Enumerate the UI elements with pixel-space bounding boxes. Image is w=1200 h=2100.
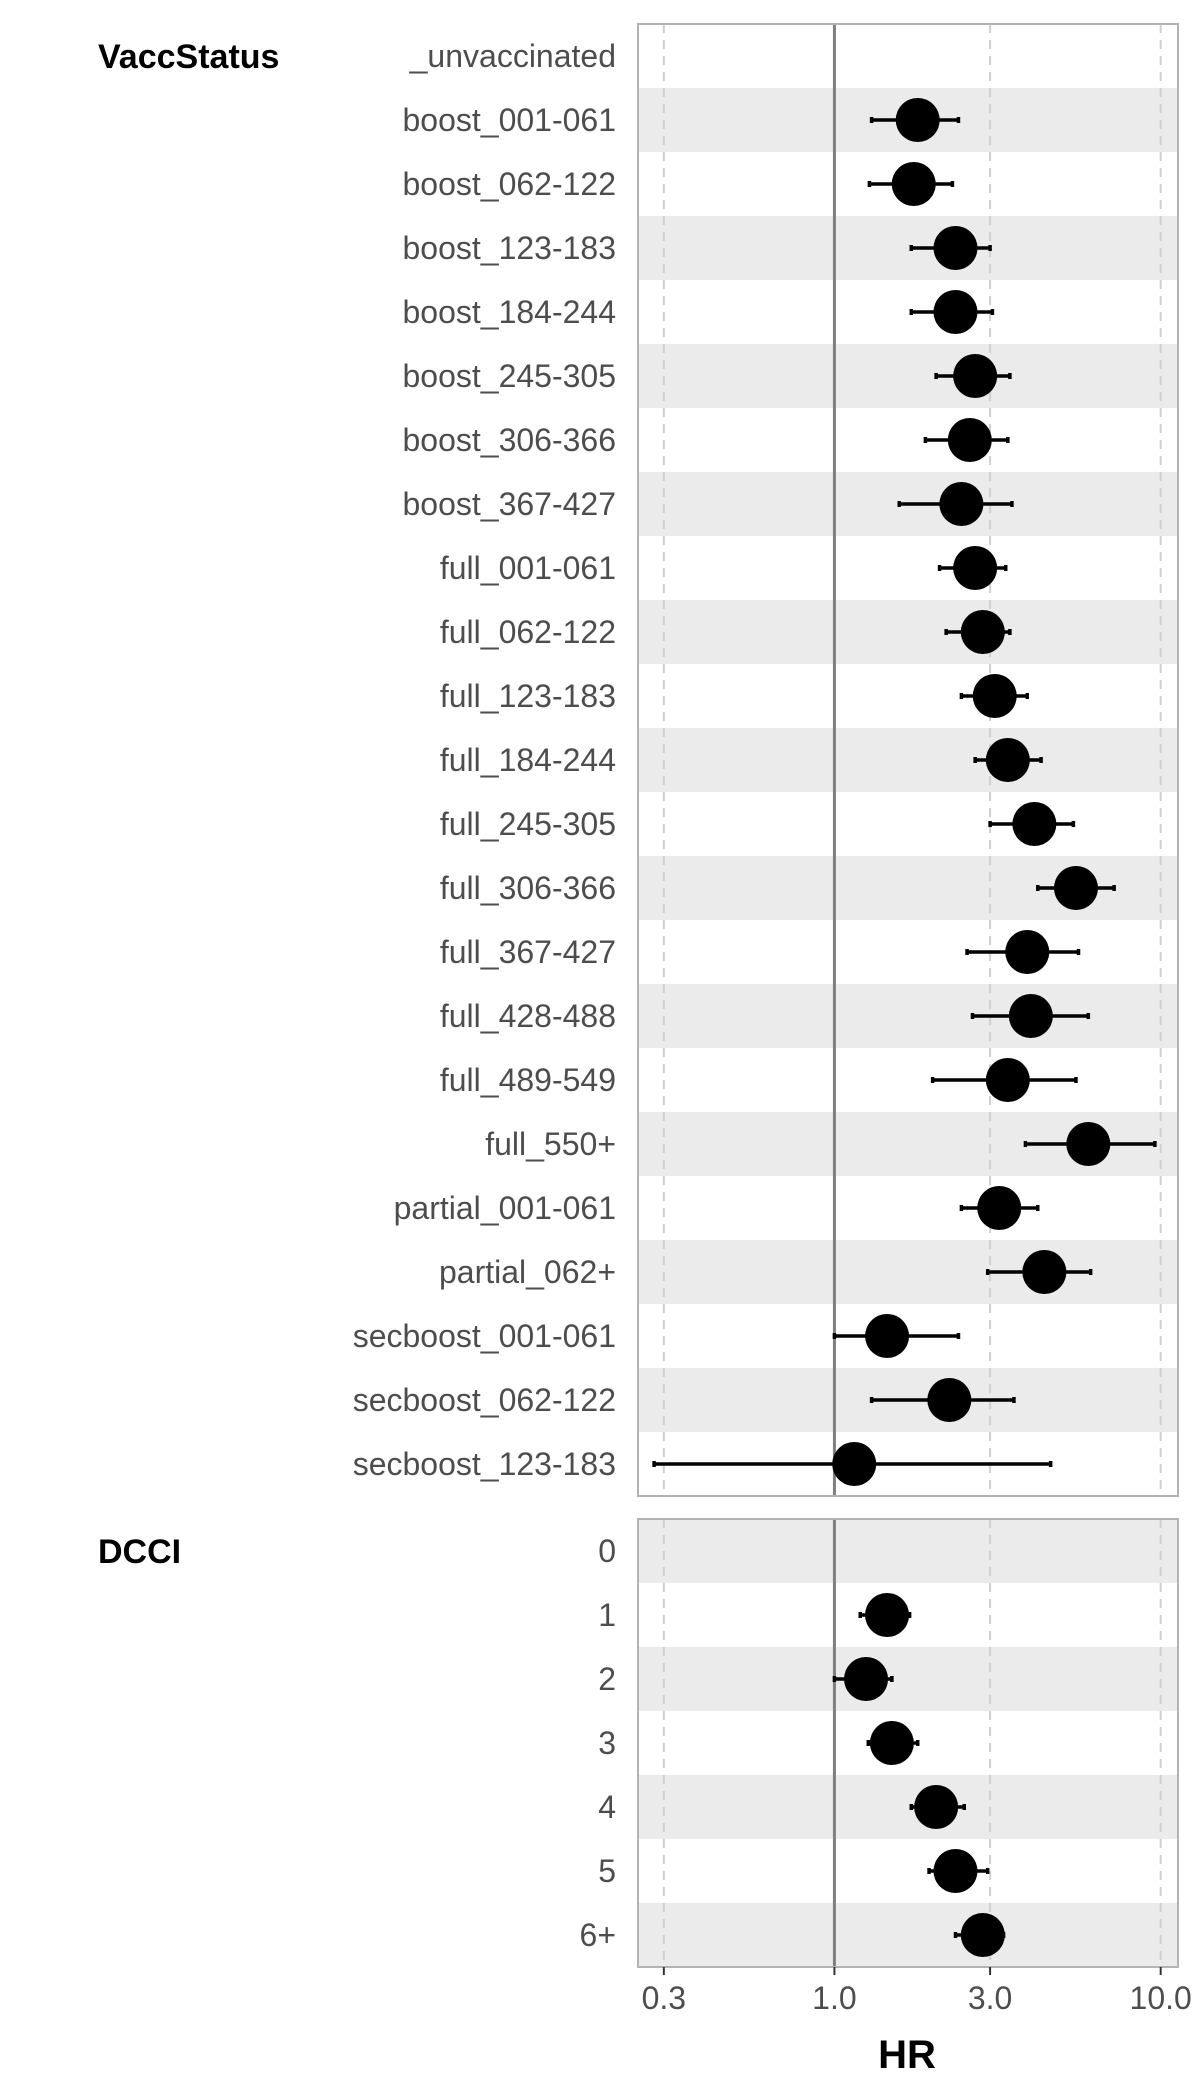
row-label: 3 xyxy=(598,1725,616,1761)
row-label: secboost_123-183 xyxy=(353,1446,616,1482)
hr-point xyxy=(1066,1122,1111,1166)
row-stripe xyxy=(638,600,1178,664)
row-label: full_001-061 xyxy=(440,550,616,586)
x-tick-label: 0.3 xyxy=(642,1980,686,2016)
row-stripe xyxy=(638,728,1178,792)
hr-point xyxy=(985,1058,1030,1102)
row-stripe xyxy=(638,1519,1178,1583)
hr-point xyxy=(960,610,1005,654)
row-stripe xyxy=(638,344,1178,408)
row-label: full_184-244 xyxy=(440,742,616,778)
row-label: full_550+ xyxy=(485,1126,616,1162)
x-tick-label: 3.0 xyxy=(968,1980,1012,2016)
hr-point xyxy=(933,1849,978,1893)
hr-point xyxy=(1008,994,1053,1038)
row-label: boost_184-244 xyxy=(402,294,616,330)
hr-point xyxy=(914,1785,959,1829)
hr-point xyxy=(844,1657,889,1701)
panel-vaccstatus: VaccStatus _unvaccinated boost_001-061boos… xyxy=(98,23,1179,1497)
row-label: boost_062-122 xyxy=(402,166,616,202)
row-stripe xyxy=(638,1775,1178,1839)
hr-point xyxy=(977,1186,1022,1230)
row-label: 5 xyxy=(598,1853,616,1889)
hr-point xyxy=(1012,802,1057,846)
row-label: full_489-549 xyxy=(440,1062,616,1098)
hr-point xyxy=(891,162,936,206)
panels-layer: VaccStatus _unvaccinated boost_001-061boos… xyxy=(98,23,1179,1968)
hr-point xyxy=(832,1442,877,1486)
row-label: full_062-122 xyxy=(440,614,616,650)
hr-point xyxy=(933,226,978,270)
row-stripe xyxy=(638,1903,1178,1967)
row-label: secboost_062-122 xyxy=(353,1382,616,1418)
row-label: partial_001-061 xyxy=(394,1190,616,1226)
row-stripe xyxy=(638,984,1178,1048)
row-label: full_306-366 xyxy=(440,870,616,906)
hr-point xyxy=(1005,930,1050,974)
row-label: _unvaccinated xyxy=(409,38,616,74)
panel-dcci: DCCI 0 1 2 3 4 5 6+ xyxy=(98,1518,1179,1968)
hr-point xyxy=(947,418,992,462)
hr-point xyxy=(927,1378,972,1422)
hr-point xyxy=(972,674,1017,718)
hr-point xyxy=(1053,866,1098,910)
x-axis-title: HR xyxy=(878,2033,936,2077)
group-label: DCCI xyxy=(98,1533,181,1571)
panel-border xyxy=(637,1518,1179,1968)
group-label: VaccStatus xyxy=(98,38,279,76)
row-label: secboost_001-061 xyxy=(353,1318,616,1354)
row-label: full_123-183 xyxy=(440,678,616,714)
hr-point xyxy=(939,482,984,526)
hr-point xyxy=(933,290,978,334)
row-label: 0 xyxy=(598,1533,616,1569)
panel-border xyxy=(637,23,1179,1497)
hr-point xyxy=(865,1314,910,1358)
row-stripe xyxy=(638,1240,1178,1304)
hr-point xyxy=(960,1913,1005,1957)
row-label: boost_245-305 xyxy=(402,358,616,394)
row-stripe xyxy=(638,1647,1178,1711)
hr-point xyxy=(1022,1250,1067,1294)
hr-point xyxy=(953,546,998,590)
row-label: 4 xyxy=(598,1789,616,1825)
row-label: full_367-427 xyxy=(440,934,616,970)
row-label: boost_306-366 xyxy=(402,422,616,458)
x-tick-label: 1.0 xyxy=(812,1980,856,2016)
hr-point xyxy=(985,738,1030,782)
row-label: boost_123-183 xyxy=(402,230,616,266)
row-label: full_245-305 xyxy=(440,806,616,842)
row-label: 6+ xyxy=(580,1917,616,1953)
row-label: partial_062+ xyxy=(439,1254,616,1290)
hr-point xyxy=(895,98,940,142)
hr-point xyxy=(953,354,998,398)
row-label: 2 xyxy=(598,1661,616,1697)
row-label: boost_001-061 xyxy=(402,102,616,138)
row-label: 1 xyxy=(598,1597,616,1633)
hr-point xyxy=(869,1721,914,1765)
x-axis: 0.3 1.0 3.0 10.0 xyxy=(642,1967,1192,2016)
row-stripe xyxy=(638,216,1178,280)
x-tick-label: 10.0 xyxy=(1130,1980,1192,2016)
row-label: boost_367-427 xyxy=(402,486,616,522)
row-label: full_428-488 xyxy=(440,998,616,1034)
hr-point xyxy=(865,1593,910,1637)
